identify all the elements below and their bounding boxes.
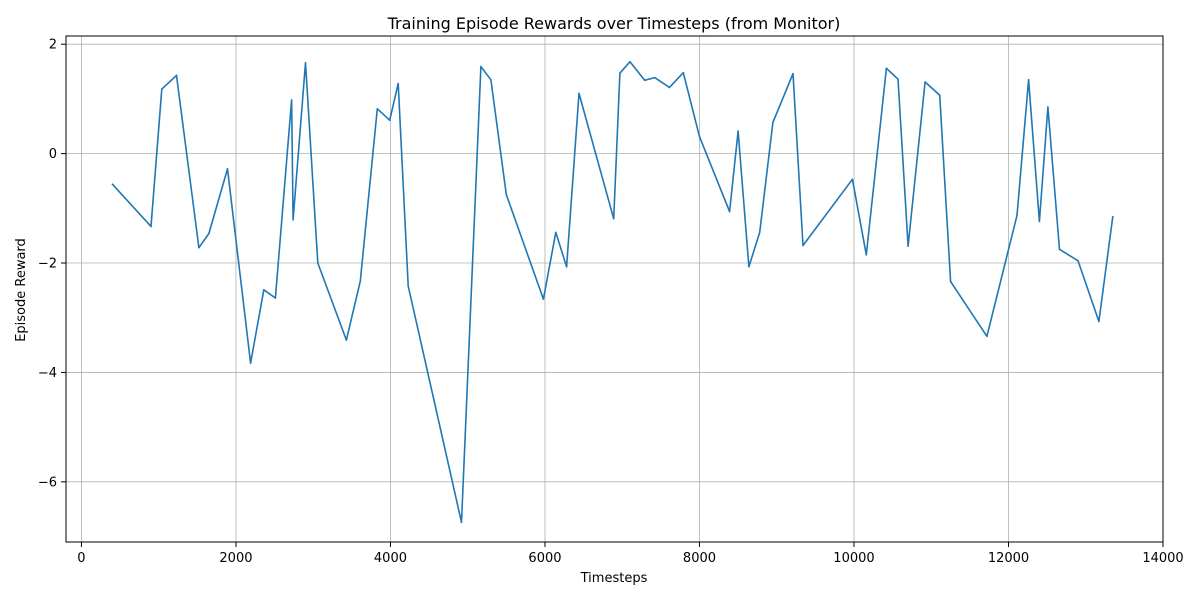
reward-data-point — [737, 130, 739, 132]
reward-data-point — [772, 121, 774, 124]
reward-data-point — [292, 219, 294, 221]
reward-data-point — [1016, 214, 1018, 217]
reward-data-point — [263, 289, 265, 291]
x-tick-label: 14000 — [1142, 551, 1183, 566]
reward-data-point — [460, 521, 463, 524]
x-tick-label: 8000 — [683, 551, 716, 566]
reward-data-point — [480, 65, 482, 68]
x-tick-label: 0 — [77, 551, 85, 566]
reward-data-point — [175, 74, 178, 77]
reward-data-point — [407, 285, 410, 287]
x-tick-label: 2000 — [219, 551, 252, 566]
reward-data-point — [949, 280, 952, 283]
reward-data-point — [924, 81, 926, 83]
reward-series-line — [111, 60, 1114, 524]
reward-data-point — [505, 193, 508, 196]
reward-data-point — [388, 119, 391, 121]
reward-data-point — [555, 231, 557, 234]
y-tick-label: 2 — [49, 38, 57, 53]
y-tick-label: −6 — [38, 475, 57, 490]
reward-data-point — [397, 82, 400, 85]
reward-data-point — [1058, 248, 1061, 251]
reward-data-point — [885, 67, 888, 70]
y-tick-label: −2 — [38, 257, 57, 272]
reward-data-point — [938, 94, 941, 96]
reward-data-point — [111, 183, 114, 185]
reward-data-point — [1098, 320, 1100, 323]
reward-data-point — [290, 99, 293, 101]
x-tick-label: 4000 — [374, 551, 407, 566]
reward-data-point — [865, 254, 868, 256]
reward-data-point — [161, 88, 163, 90]
reward-data-point — [758, 231, 761, 234]
y-tick-label: 0 — [49, 147, 57, 162]
plot-frame — [65, 35, 1164, 543]
reward-data-point — [619, 72, 621, 74]
reward-data-point — [643, 79, 646, 82]
reward-data-point — [317, 262, 319, 264]
reward-data-point — [629, 60, 631, 63]
reward-data-point — [542, 298, 545, 300]
reward-data-point — [907, 245, 909, 247]
reward-data-point — [150, 225, 152, 228]
reward-data-point — [1112, 215, 1114, 218]
reward-data-point — [345, 339, 348, 341]
reward-data-point — [802, 244, 804, 247]
x-tick-label: 12000 — [988, 551, 1029, 566]
reward-data-point — [565, 266, 568, 268]
y-tick-label: −4 — [38, 366, 57, 381]
reward-data-point — [376, 108, 379, 110]
reward-data-point — [653, 76, 656, 79]
reward-data-point — [1027, 79, 1030, 81]
y-axis-label: Episode Reward — [14, 238, 29, 342]
reward-data-point — [274, 297, 277, 299]
reward-data-point — [698, 135, 701, 138]
reward-data-point — [728, 210, 731, 213]
reward-data-point — [748, 266, 750, 268]
reward-data-point — [304, 62, 307, 64]
reward-data-point — [682, 71, 685, 74]
reward-data-point — [578, 92, 580, 95]
reward-data-point — [612, 217, 615, 220]
axis-ticks: 0 2000 4000 6000 8000 10000 12000 14000 2 0 −2 −4 −6 — [38, 38, 1184, 566]
reward-data-point — [668, 86, 671, 89]
reward-data-point — [897, 78, 899, 80]
reward-data-point — [1038, 220, 1041, 223]
series-layer — [111, 60, 1114, 524]
reward-data-point — [792, 72, 794, 75]
reward-data-point — [986, 335, 988, 338]
grid-lines — [66, 36, 1164, 542]
reward-data-point — [1047, 106, 1049, 108]
reward-data-point — [226, 168, 229, 170]
chart-title: Training Episode Rewards over Timesteps … — [387, 14, 841, 33]
reward-data-point — [851, 178, 854, 181]
reward-data-point — [1077, 260, 1079, 262]
reward-data-point — [249, 362, 252, 364]
reward-data-point — [490, 79, 492, 81]
x-tick-label: 10000 — [833, 551, 874, 566]
reward-data-point — [208, 232, 210, 235]
reward-data-point — [359, 280, 362, 282]
x-tick-label: 6000 — [528, 551, 561, 566]
reward-data-point — [198, 246, 200, 249]
x-axis-label: Timesteps — [580, 571, 648, 586]
